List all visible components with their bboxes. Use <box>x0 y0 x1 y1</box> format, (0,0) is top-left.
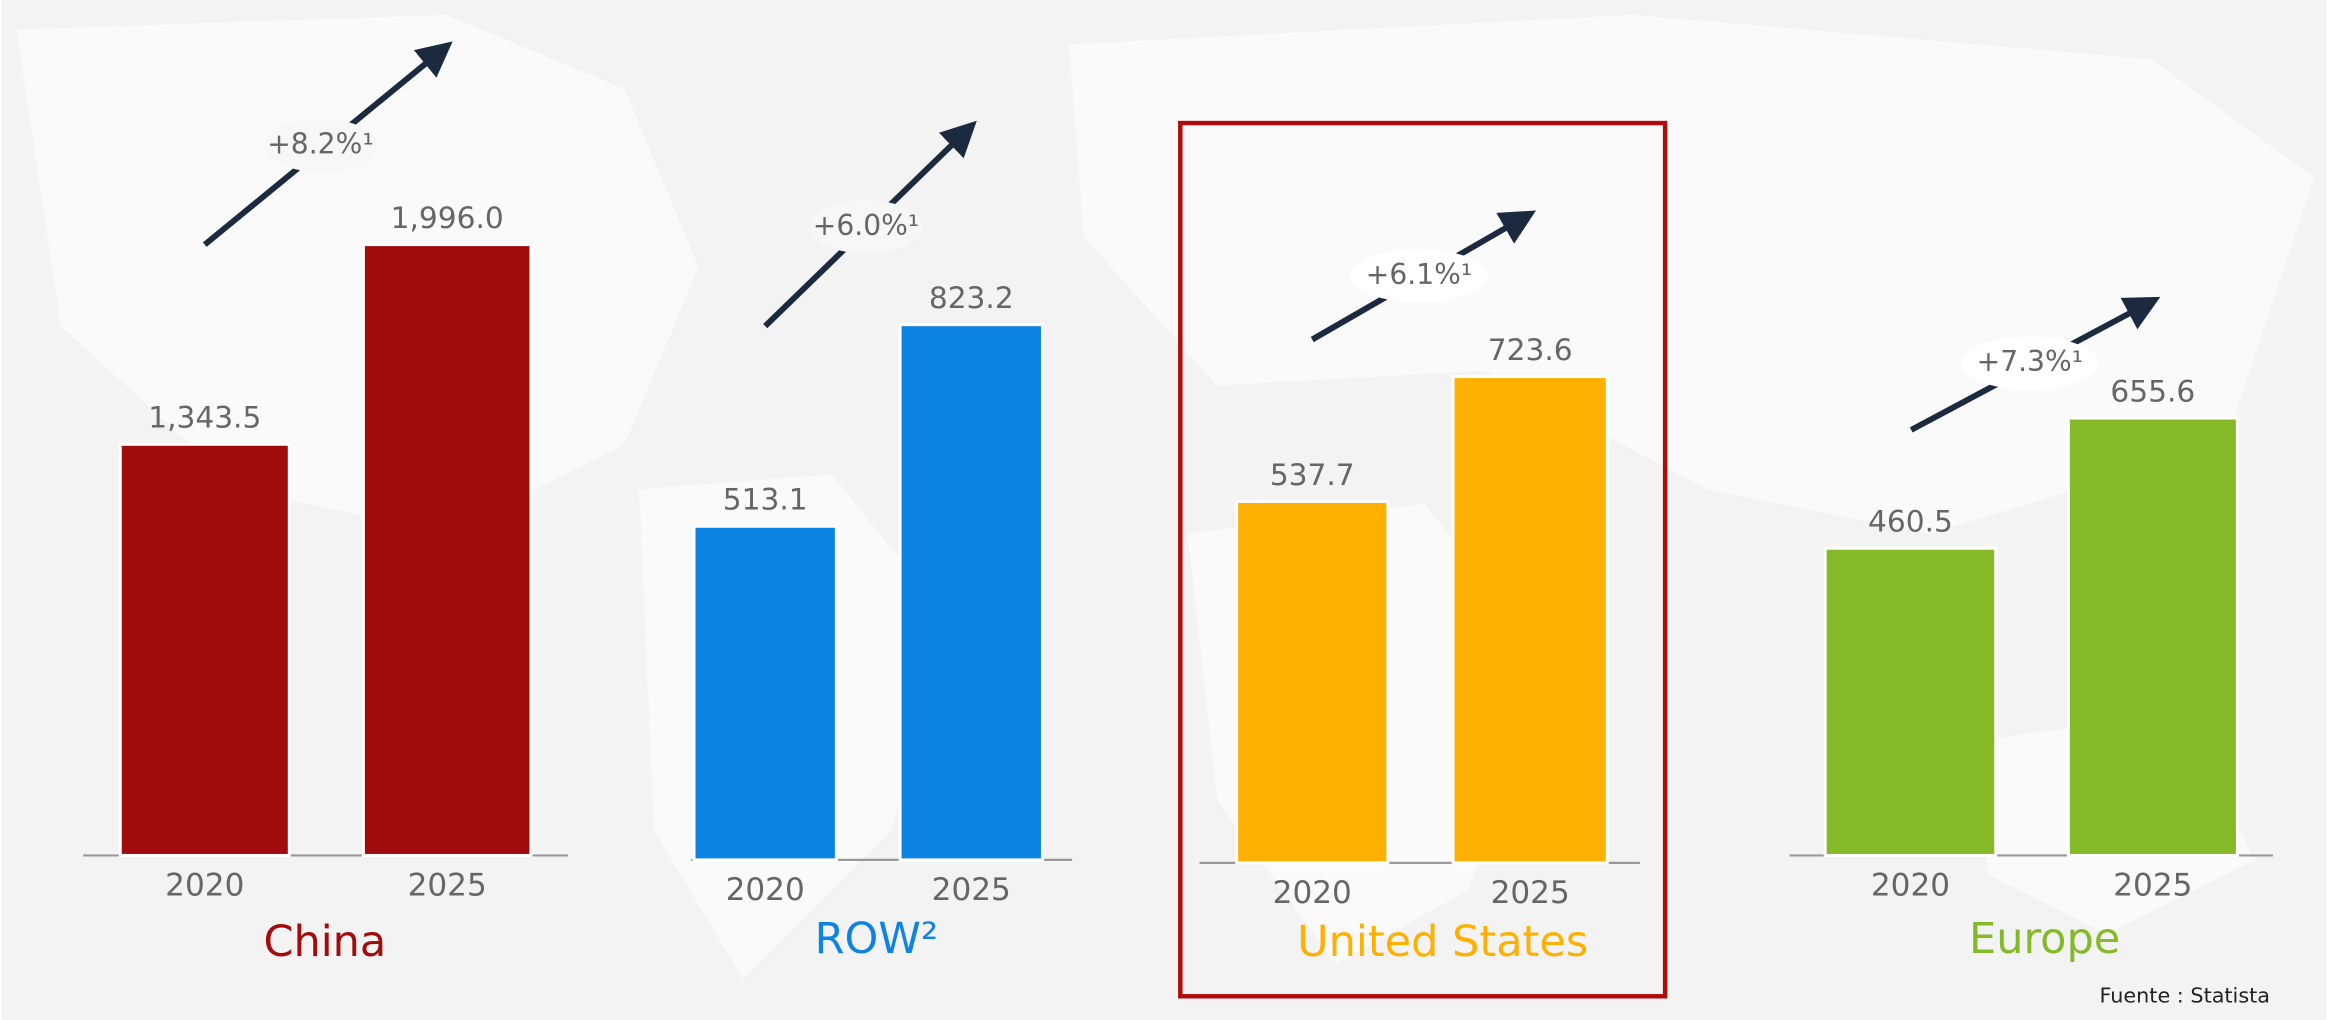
highlight-box <box>1178 120 1668 999</box>
bar <box>1451 375 1609 865</box>
x-tick-label: 2020 <box>165 868 244 904</box>
value-label: 537.7 <box>1270 457 1355 492</box>
chart-title: United States <box>1297 917 1588 967</box>
growth-annotation: +6.0%¹ <box>813 209 919 242</box>
value-label: 823.2 <box>929 280 1014 315</box>
value-label: 723.6 <box>1488 332 1573 367</box>
annotation-bg <box>809 200 923 254</box>
annotation-bg <box>1350 249 1488 303</box>
value-label: 460.5 <box>1868 504 1953 539</box>
source: Fuente : Statista <box>2099 983 2270 1007</box>
chart-title: China <box>263 917 386 967</box>
bar <box>1235 500 1390 865</box>
bar <box>692 524 838 862</box>
bar <box>898 323 1044 862</box>
value-label: 1,996.0 <box>391 200 504 235</box>
value-label: 655.6 <box>2110 373 2195 408</box>
bar <box>361 243 533 857</box>
growth-annotation: +8.2%¹ <box>267 127 373 160</box>
growth-annotation: +7.3%¹ <box>1977 345 2083 378</box>
value-label: 513.1 <box>723 482 808 517</box>
bar <box>118 442 291 857</box>
bar <box>1823 546 1998 857</box>
growth-annotation: +6.1%¹ <box>1366 258 1472 291</box>
x-tick-label: 2025 <box>932 872 1011 908</box>
x-tick-label: 2020 <box>1273 875 1352 911</box>
x-tick-label: 2025 <box>408 868 487 904</box>
annotation-bg <box>1961 336 2099 390</box>
chart-title: ROW² <box>815 914 938 964</box>
chart-title: Europe <box>1969 914 2120 964</box>
x-tick-label: 2020 <box>1871 868 1950 904</box>
value-label: 1,343.5 <box>148 400 261 435</box>
x-tick-label: 2025 <box>1491 875 1570 911</box>
bar <box>2066 416 2239 857</box>
x-tick-label: 2020 <box>726 872 805 908</box>
annotation-bg <box>264 118 377 172</box>
x-tick-label: 2025 <box>2113 868 2192 904</box>
